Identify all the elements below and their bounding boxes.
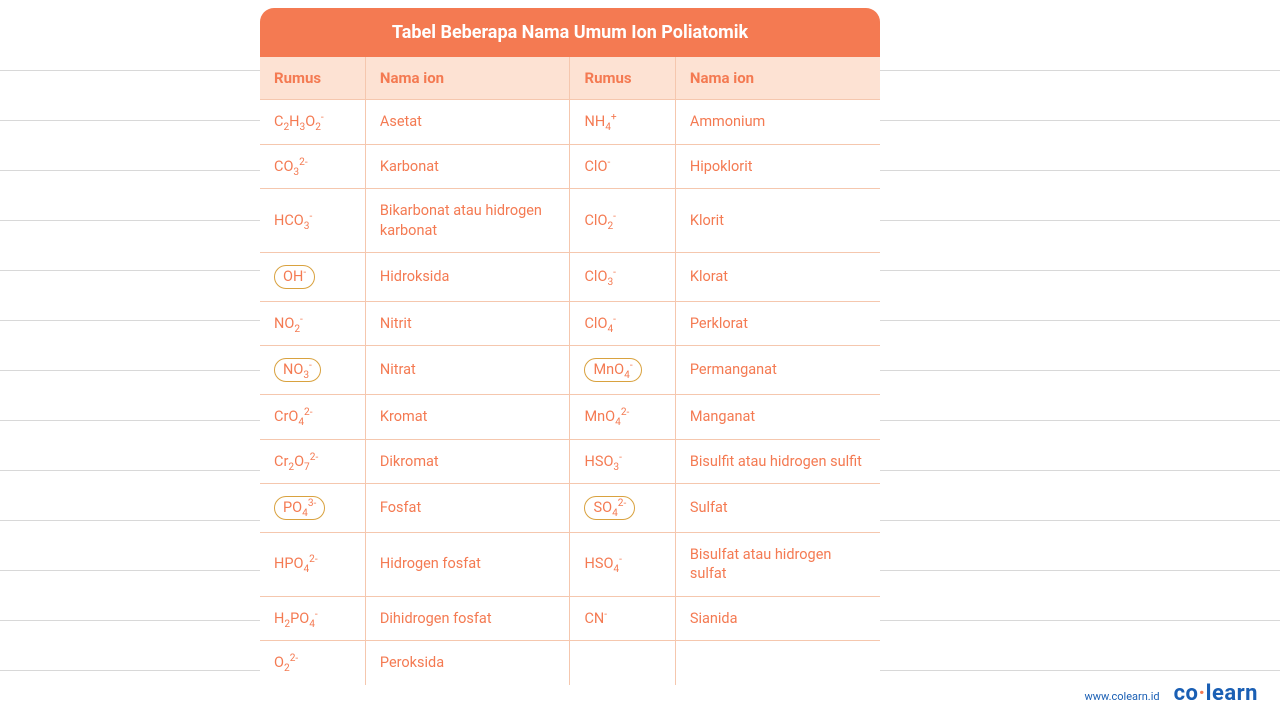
table-title: Tabel Beberapa Nama Umum Ion Poliatomik xyxy=(260,8,880,57)
cell-nama-ion: Dikromat xyxy=(365,439,570,484)
cell-nama-ion: Ammonium xyxy=(675,100,880,145)
colearn-logo: co·learn xyxy=(1174,681,1258,706)
logo-dot: · xyxy=(1198,681,1205,706)
table-row: PO43- Fosfat SO42- Sulfat xyxy=(260,484,880,533)
cell-nama-ion: Permanganat xyxy=(675,346,880,395)
cell-rumus: OH- xyxy=(260,253,365,302)
cell-rumus: H2PO4- xyxy=(260,596,365,641)
cell-rumus: NH4+ xyxy=(570,100,675,145)
table-row: HCO3- Bikarbonat atau hidrogen karbonat Cl… xyxy=(260,189,880,253)
table-row: CrO42- Kromat MnO42- Manganat xyxy=(260,394,880,439)
chemical-formula-circled: PO43- xyxy=(274,496,325,520)
chemical-formula: ClO- xyxy=(584,158,610,175)
cell-nama-ion: Kromat xyxy=(365,394,570,439)
chemical-formula: MnO42- xyxy=(584,408,629,425)
cell-rumus xyxy=(570,641,675,685)
chemical-formula: NH4+ xyxy=(584,113,616,130)
table-header-row: Rumus Nama ion Rumus Nama ion xyxy=(260,57,880,100)
cell-rumus: ClO- xyxy=(570,144,675,189)
cell-rumus: CO32- xyxy=(260,144,365,189)
chemical-formula: C2H3O2- xyxy=(274,113,324,130)
chemical-formula: Cr2O72- xyxy=(274,453,318,470)
chemical-formula: ClO2- xyxy=(584,212,615,229)
cell-nama-ion: Bisulfat atau hidrogen sulfat xyxy=(675,532,880,596)
cell-rumus: HCO3- xyxy=(260,189,365,253)
cell-nama-ion: Peroksida xyxy=(365,641,570,685)
cell-rumus: PO43- xyxy=(260,484,365,533)
cell-nama-ion: Hidrogen fosfat xyxy=(365,532,570,596)
cell-nama-ion: Sianida xyxy=(675,596,880,641)
cell-rumus: ClO4- xyxy=(570,301,675,346)
table-row: NO3- Nitrat MnO4- Permanganat xyxy=(260,346,880,395)
chemical-formula-circled: OH- xyxy=(274,265,315,289)
cell-nama-ion: Bikarbonat atau hidrogen karbonat xyxy=(365,189,570,253)
cell-rumus: C2H3O2- xyxy=(260,100,365,145)
chemical-formula: CO32- xyxy=(274,158,308,175)
col-header-rumus-1: Rumus xyxy=(260,57,365,100)
cell-nama-ion: Dihidrogen fosfat xyxy=(365,596,570,641)
cell-nama-ion: Bisulfit atau hidrogen sulfit xyxy=(675,439,880,484)
table-row: NO2- Nitrit ClO4- Perklorat xyxy=(260,301,880,346)
chemical-formula: HPO42- xyxy=(274,555,318,572)
logo-co: co xyxy=(1174,681,1199,706)
cell-rumus: MnO4- xyxy=(570,346,675,395)
chemical-formula: HSO4- xyxy=(584,555,621,572)
chemical-formula: H2PO4- xyxy=(274,610,318,627)
ion-table: Rumus Nama ion Rumus Nama ion C2H3O2- Ase… xyxy=(260,57,880,685)
cell-rumus: CrO42- xyxy=(260,394,365,439)
cell-rumus: NO3- xyxy=(260,346,365,395)
table-body: C2H3O2- Asetat NH4+ Ammonium CO32- Karbonat Cl… xyxy=(260,100,880,685)
cell-rumus: ClO3- xyxy=(570,253,675,302)
cell-nama-ion: Fosfat xyxy=(365,484,570,533)
table-row: OH- Hidroksida ClO3- Klorat xyxy=(260,253,880,302)
logo-learn: learn xyxy=(1206,681,1258,706)
table-row: Cr2O72- Dikromat HSO3- Bisulfit atau hidrog… xyxy=(260,439,880,484)
chemical-formula: CN- xyxy=(584,610,607,627)
footer-url: www.colearn.id xyxy=(1084,690,1159,703)
chemical-formula-circled: NO3- xyxy=(274,358,321,382)
cell-nama-ion: Nitrit xyxy=(365,301,570,346)
chemical-formula: HSO3- xyxy=(584,453,621,470)
cell-nama-ion: Asetat xyxy=(365,100,570,145)
col-header-nama-1: Nama ion xyxy=(365,57,570,100)
cell-rumus: SO42- xyxy=(570,484,675,533)
table-row: C2H3O2- Asetat NH4+ Ammonium xyxy=(260,100,880,145)
cell-rumus: Cr2O72- xyxy=(260,439,365,484)
cell-nama-ion: Manganat xyxy=(675,394,880,439)
chemical-formula: CrO42- xyxy=(274,408,313,425)
chemical-formula: ClO3- xyxy=(584,268,615,285)
table-row: HPO42- Hidrogen fosfat HSO4- Bisulfat atau … xyxy=(260,532,880,596)
cell-rumus: O22- xyxy=(260,641,365,685)
cell-rumus: MnO42- xyxy=(570,394,675,439)
cell-nama-ion: Klorat xyxy=(675,253,880,302)
polyatomic-ion-table: Tabel Beberapa Nama Umum Ion Poliatomik … xyxy=(260,8,880,685)
cell-rumus: ClO2- xyxy=(570,189,675,253)
cell-nama-ion: Karbonat xyxy=(365,144,570,189)
chemical-formula: HCO3- xyxy=(274,212,312,229)
cell-rumus: CN- xyxy=(570,596,675,641)
col-header-nama-2: Nama ion xyxy=(675,57,880,100)
cell-nama-ion: Hidroksida xyxy=(365,253,570,302)
chemical-formula: O22- xyxy=(274,654,298,671)
cell-nama-ion xyxy=(675,641,880,685)
chemical-formula-circled: MnO4- xyxy=(584,358,641,382)
chemical-formula: ClO4- xyxy=(584,315,615,332)
col-header-rumus-2: Rumus xyxy=(570,57,675,100)
footer: www.colearn.id co·learn xyxy=(1084,681,1258,706)
cell-rumus: NO2- xyxy=(260,301,365,346)
cell-nama-ion: Perklorat xyxy=(675,301,880,346)
cell-nama-ion: Sulfat xyxy=(675,484,880,533)
cell-nama-ion: Hipoklorit xyxy=(675,144,880,189)
cell-rumus: HSO3- xyxy=(570,439,675,484)
cell-rumus: HPO42- xyxy=(260,532,365,596)
table-row: H2PO4- Dihidrogen fosfat CN- Sianida xyxy=(260,596,880,641)
table-row: O22- Peroksida xyxy=(260,641,880,685)
cell-rumus: HSO4- xyxy=(570,532,675,596)
chemical-formula-circled: SO42- xyxy=(584,496,635,520)
cell-nama-ion: Nitrat xyxy=(365,346,570,395)
table-row: CO32- Karbonat ClO- Hipoklorit xyxy=(260,144,880,189)
chemical-formula: NO2- xyxy=(274,315,303,332)
cell-nama-ion: Klorit xyxy=(675,189,880,253)
